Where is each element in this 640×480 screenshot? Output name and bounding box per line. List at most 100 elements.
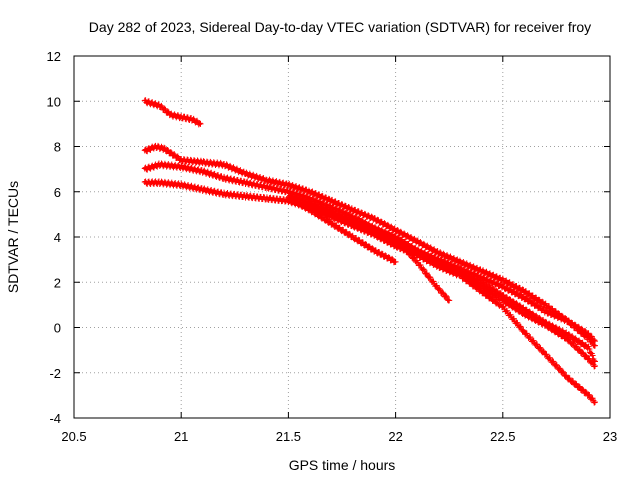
data-point: [537, 345, 544, 352]
data-point: [516, 302, 523, 309]
data-point: [553, 362, 560, 369]
data-point: [576, 346, 583, 353]
data-point: [401, 230, 408, 237]
data-point: [540, 348, 547, 355]
data-point: [506, 296, 513, 303]
data-point: [430, 278, 437, 285]
data-point: [586, 355, 593, 362]
data-point: [414, 237, 421, 244]
data-point: [559, 368, 566, 375]
y-tick-label: 4: [54, 230, 61, 245]
data-point: [417, 239, 424, 246]
data-point: [384, 221, 391, 228]
data-point: [557, 366, 564, 373]
x-tick-label: 21: [174, 429, 188, 444]
data-point: [395, 237, 402, 244]
data-point: [346, 230, 353, 237]
data-point: [323, 201, 330, 208]
data-point: [366, 243, 373, 250]
axis-ticks: 20.5 21 21.5 22 22.5 23 -4 -2 0 2 4 6 8 10 12: [47, 49, 618, 444]
y-tick-label: 6: [54, 185, 61, 200]
data-point: [319, 199, 326, 206]
data-point: [420, 240, 427, 247]
y-tick-label: -4: [49, 411, 61, 426]
data-point: [312, 196, 319, 203]
data-point: [439, 289, 446, 296]
data-point: [437, 249, 444, 256]
data-point: [227, 162, 234, 169]
data-point: [526, 297, 533, 304]
data-point: [385, 238, 392, 245]
data-point: [570, 340, 577, 347]
data-point: [389, 240, 396, 247]
x-axis-label: GPS time / hours: [289, 457, 396, 473]
data-point: [549, 310, 556, 317]
data-point: [420, 265, 427, 272]
data-point: [442, 292, 449, 299]
data-point: [388, 223, 395, 230]
data-point: [414, 251, 421, 258]
data-point: [332, 205, 339, 212]
data-point: [457, 271, 464, 278]
data-point: [510, 315, 517, 322]
data-point: [572, 380, 579, 387]
data-point: [444, 266, 451, 273]
data-point: [223, 161, 230, 168]
data-point: [534, 341, 541, 348]
x-tick-label: 22.5: [490, 429, 515, 444]
data-point: [433, 282, 440, 289]
data-point: [158, 102, 165, 109]
data-point: [425, 256, 432, 263]
data-point: [539, 298, 546, 305]
data-point: [389, 255, 396, 262]
data-point: [171, 151, 178, 158]
data-point: [410, 254, 417, 261]
data-point: [362, 241, 369, 248]
data-point: [527, 334, 534, 341]
data-point: [378, 218, 385, 225]
data-point: [427, 274, 434, 281]
data-point: [565, 331, 572, 338]
data-point: [516, 291, 523, 298]
data-point: [382, 252, 389, 259]
data-point: [566, 375, 573, 382]
data-point: [546, 354, 553, 361]
data-point: [530, 337, 537, 344]
data-point: [533, 301, 540, 308]
data-point: [513, 289, 520, 296]
data-point: [589, 352, 596, 359]
grid: [74, 56, 610, 418]
data-point: [397, 228, 404, 235]
data-point: [385, 232, 392, 239]
data-point: [299, 192, 306, 199]
data-point: [382, 236, 389, 243]
data-point: [560, 369, 567, 376]
x-tick-label: 21.5: [276, 429, 301, 444]
data-point: [546, 308, 553, 315]
data-point: [588, 338, 595, 345]
data-point: [407, 250, 414, 257]
data-point: [404, 232, 411, 239]
data-point: [335, 206, 342, 213]
data-point: [556, 365, 563, 372]
series-track-1: [141, 97, 204, 128]
data-point: [339, 207, 346, 214]
x-tick-label: 23: [603, 429, 617, 444]
y-tick-label: 2: [54, 275, 61, 290]
data-point: [421, 266, 428, 273]
x-tick-label: 20.5: [61, 429, 86, 444]
data-point: [443, 293, 450, 300]
data-point: [490, 285, 497, 292]
data-point: [572, 343, 579, 350]
data-point: [579, 386, 586, 393]
data-point: [385, 254, 392, 261]
data-point: [167, 149, 174, 156]
data-point: [550, 358, 557, 365]
data-point: [423, 270, 430, 277]
y-axis-label: SDTVAR / TECUs: [5, 181, 21, 293]
series-track-6: [285, 196, 598, 406]
data-point: [507, 311, 514, 318]
data-point: [543, 351, 550, 358]
data-point: [394, 227, 401, 234]
